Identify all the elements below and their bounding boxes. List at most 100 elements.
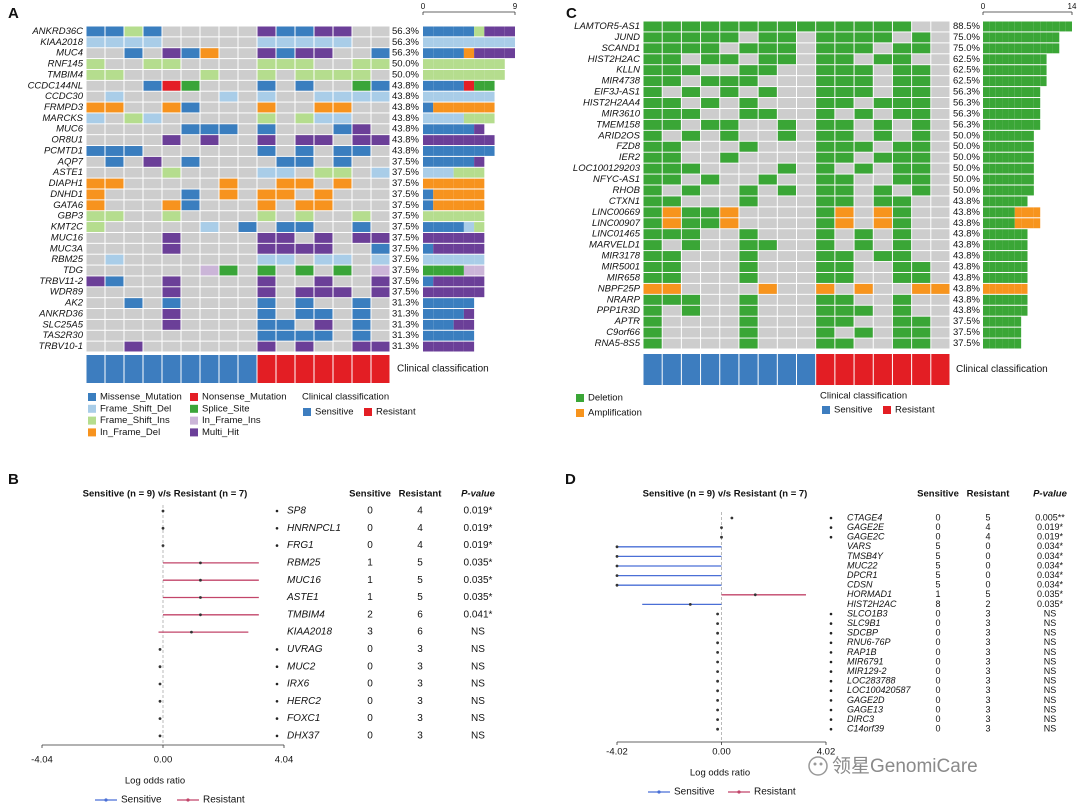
percent-label: 43.8% (392, 80, 419, 91)
count-bar-segment (484, 102, 495, 113)
count-bar-segment (1027, 207, 1034, 218)
cell-background (276, 298, 295, 309)
mutation-cell (816, 65, 835, 76)
mutation-cell (912, 262, 931, 272)
mutation-cell (276, 167, 295, 178)
cell-background (371, 178, 390, 189)
percent-label: 37.5% (392, 178, 419, 189)
classification-cell (238, 355, 257, 383)
cell-background (143, 189, 162, 200)
count-bar-segment (474, 211, 485, 222)
mutation-cell (86, 276, 105, 287)
gene-label: DIAPH1 (49, 178, 83, 189)
count-bar-segment (1002, 316, 1009, 327)
count-bar-segment (1027, 130, 1034, 141)
cell-background (143, 211, 162, 222)
percent-label: 50.0% (392, 69, 419, 80)
p-value: NS (471, 627, 485, 638)
percent-label: 56.3% (392, 37, 419, 48)
sensitive-count: 0 (935, 724, 940, 734)
count-bar-segment (1033, 43, 1041, 54)
count-bar-segment (983, 174, 990, 185)
legend-label: Sensitive (315, 407, 354, 418)
p-value: 0.019* (464, 523, 493, 534)
mutation-cell (643, 283, 662, 294)
count-bar-segment (995, 21, 1003, 32)
cell-background (758, 305, 777, 316)
bullet (829, 718, 833, 721)
cell-background (797, 283, 816, 294)
mutation-cell (816, 98, 835, 108)
count-bar-segment (983, 43, 990, 54)
mutation-cell (873, 152, 892, 163)
count-bar-segment (995, 207, 1003, 218)
mutation-cell (681, 108, 701, 119)
cell-background (276, 91, 295, 102)
gene-label: LOC283788 (847, 676, 896, 686)
cell-background (200, 232, 219, 243)
mutation-cell (739, 229, 758, 240)
gene-label: MIR3610 (601, 108, 640, 119)
percent-label: 43.8% (953, 262, 980, 273)
sensitive-count: 1 (935, 589, 940, 599)
cell-background (797, 316, 816, 327)
count-bar-segment (1040, 32, 1047, 43)
count-bar-segment (995, 229, 1003, 240)
cell-background (181, 135, 200, 146)
estimate-point (158, 682, 162, 686)
mutation-cell (816, 130, 835, 141)
cell-background (105, 124, 124, 135)
count-bar-segment (453, 91, 464, 102)
gene-label: TRBV11-2 (39, 276, 83, 287)
cell-background (219, 287, 238, 298)
mutation-cell (257, 319, 276, 330)
legend-label: Resistant (754, 787, 796, 798)
mutation-cell (200, 48, 219, 59)
cell-background (681, 283, 701, 294)
cell-background (835, 108, 854, 119)
mutation-cell (124, 298, 143, 309)
cell-background (162, 91, 181, 102)
cell-background (124, 287, 143, 298)
cell-background (739, 152, 758, 163)
cell-background (892, 119, 912, 130)
mutation-cell (835, 32, 854, 43)
count-bar-segment (433, 298, 444, 309)
cell-background (105, 265, 124, 276)
mutation-cell (758, 283, 777, 294)
count-bar-segment (463, 200, 475, 211)
cell-background (219, 69, 238, 80)
cell-background (200, 146, 219, 156)
cell-background (873, 305, 892, 316)
cell-background (314, 124, 333, 135)
count-bar-segment (1002, 54, 1009, 65)
percent-label: 43.8% (953, 294, 980, 305)
count-bar-segment (995, 283, 1003, 294)
mutation-cell (720, 21, 739, 32)
mutation-cell (873, 251, 892, 262)
bullet (275, 527, 279, 530)
classification-cell (777, 354, 796, 385)
count-bar-segment (1008, 272, 1015, 283)
mutation-cell (892, 262, 912, 272)
count-bar-segment (1027, 119, 1034, 130)
cell-background (371, 26, 390, 37)
mutation-cell (835, 262, 854, 272)
percent-label: 31.3% (392, 319, 419, 330)
p-value: 0.034* (1037, 580, 1064, 590)
cell-background (873, 229, 892, 240)
percent-label: 75.0% (953, 43, 980, 54)
cell-background (931, 272, 950, 283)
mutation-cell (643, 196, 662, 207)
mutation-cell (835, 207, 854, 218)
count-bar-segment (1008, 43, 1015, 54)
resistant-count: 6 (417, 627, 423, 638)
cell-background (333, 309, 352, 319)
legend-label: Frame_Shift_Ins (100, 415, 170, 426)
estimate-point (753, 593, 757, 597)
sensitive-count: 0 (367, 540, 373, 551)
cell-background (681, 76, 701, 87)
count-bar-segment (443, 254, 454, 265)
count-bar-segment (1021, 163, 1028, 174)
mutation-cell (219, 178, 238, 189)
